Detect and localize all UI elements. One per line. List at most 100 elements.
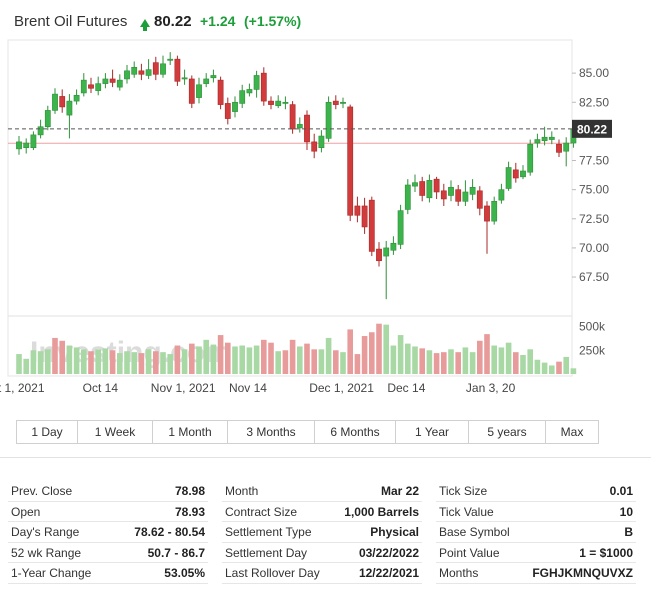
volume-bar: [253, 345, 260, 374]
stat-label: Open: [11, 504, 41, 519]
stat-label: Last Rollover Day: [225, 566, 320, 581]
candle: [73, 89, 80, 105]
candle: [563, 137, 570, 167]
volume-bar: [347, 329, 353, 374]
stat-row: Months FGHJKMNQUVXZ: [436, 563, 636, 584]
candle: [116, 74, 123, 91]
candle-body: [66, 100, 73, 116]
volume-bar: [81, 349, 87, 374]
volume-bar: [282, 350, 289, 374]
candle-body: [181, 77, 188, 80]
stat-label: Tick Value: [439, 504, 494, 519]
candle-body: [419, 181, 426, 196]
volume-bar: [325, 337, 332, 374]
range-button-1-day[interactable]: 1 Day: [16, 420, 78, 444]
candle-body: [152, 62, 159, 75]
stat-label: Months: [439, 566, 479, 581]
candle: [16, 136, 22, 155]
candle-body: [44, 110, 51, 128]
range-button-1-year[interactable]: 1 Year: [396, 420, 469, 444]
stat-label: Settlement Type: [225, 525, 312, 540]
stat-value: 1,000 Barrels: [344, 504, 419, 519]
candle-body: [332, 100, 339, 105]
candle-body: [448, 187, 454, 196]
volume-bar: [433, 353, 440, 374]
stats-column-tick: Tick Size 0.01 Tick Value 10 Base Symbol B Poi…: [436, 481, 636, 584]
volume-bar: [102, 348, 109, 374]
volume-bar: [246, 347, 253, 374]
instrument-title: Brent Oil Futures: [14, 13, 127, 30]
x-tick-label: Oct 14: [83, 381, 119, 395]
volume-bar: [45, 349, 51, 374]
candle: [383, 240, 390, 300]
stat-value: 0.01: [609, 484, 633, 498]
candle: [152, 56, 159, 81]
volume-bar: [549, 365, 555, 374]
range-button-max[interactable]: Max: [546, 420, 599, 444]
candle-body: [52, 93, 58, 111]
range-button-6-months[interactable]: 6 Months: [315, 420, 396, 444]
candle-body: [196, 84, 202, 98]
candle-body: [188, 78, 195, 104]
candle: [289, 101, 296, 134]
range-button-1-month[interactable]: 1 Month: [153, 420, 228, 444]
candle-body: [174, 58, 181, 82]
stat-label: Settlement Day: [225, 545, 308, 560]
candle-body: [376, 248, 382, 262]
y-tick-label: 85.00: [579, 66, 609, 80]
candle: [268, 96, 274, 110]
volume-bar: [153, 351, 159, 374]
candle-body: [160, 63, 166, 75]
volume-bar: [469, 352, 476, 374]
candle: [296, 117, 303, 133]
candle: [505, 161, 512, 191]
candle-body: [30, 134, 37, 149]
candle: [253, 70, 260, 98]
candle-body: [440, 190, 447, 200]
candle-body: [361, 205, 368, 228]
stat-label: Day's Range: [11, 525, 80, 540]
stat-value: 78.62 - 80.54: [134, 525, 205, 540]
candle: [44, 105, 51, 131]
volume-bar: [275, 351, 281, 374]
candle-body: [23, 142, 30, 149]
volume-bar: [419, 348, 425, 374]
candle-body: [210, 75, 217, 79]
volume-bar: [131, 352, 137, 374]
volume-bar: [30, 350, 37, 374]
candle-body: [520, 170, 526, 178]
range-button-1-week[interactable]: 1 Week: [78, 420, 153, 444]
range-button-3-months[interactable]: 3 Months: [228, 420, 315, 444]
volume-bar: [95, 349, 101, 374]
volume-bar: [210, 344, 217, 374]
candle: [282, 96, 289, 110]
volume-bar: [412, 346, 418, 374]
candle-body: [116, 79, 123, 88]
candle: [520, 165, 526, 180]
up-arrow-icon: [140, 19, 150, 31]
candle-body: [318, 135, 325, 149]
candle: [196, 77, 202, 104]
stats-column-price: Prev. Close 78.98 Open 78.93 Day's Range 78.6…: [8, 481, 208, 584]
volume-bar: [556, 361, 562, 374]
candle-body: [88, 84, 94, 89]
y-tick-label: 67.50: [579, 270, 609, 284]
candle-body: [512, 169, 519, 179]
candle: [239, 84, 246, 109]
volume-bar: [160, 352, 166, 374]
volume-bar: [563, 356, 569, 374]
candle: [224, 97, 231, 125]
stat-label: Point Value: [439, 545, 500, 560]
range-button-5-years[interactable]: 5 years: [469, 420, 546, 444]
candle-body: [390, 242, 397, 251]
candle: [37, 119, 44, 139]
volume-bar: [174, 345, 181, 374]
candle: [88, 77, 94, 93]
candle-body: [224, 103, 231, 119]
last-price-tag: [572, 119, 612, 138]
candle: [455, 184, 462, 206]
volume-bar: [513, 352, 519, 374]
candle: [361, 197, 368, 234]
candle-body: [563, 142, 570, 152]
candle: [419, 176, 426, 202]
